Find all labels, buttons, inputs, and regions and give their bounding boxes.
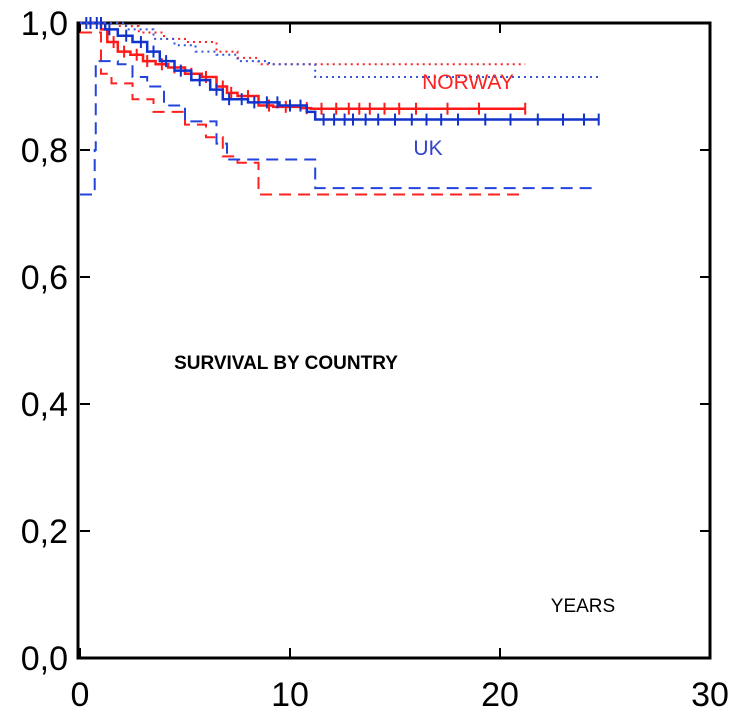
norway-label: NORWAY	[422, 71, 514, 94]
x-tick-label: 30	[691, 676, 729, 713]
uk-upper-line	[80, 22, 599, 78]
axis-ticks	[79, 22, 711, 659]
norway-estimate-line	[80, 21, 526, 110]
chart-title: SURVIVAL BY COUNTRY	[174, 353, 398, 374]
series-layer	[80, 17, 600, 196]
y-tick-label: 1,0	[21, 5, 68, 43]
y-tick-label: 0,0	[21, 640, 68, 678]
plot-area-frame	[76, 21, 712, 660]
x-axis-label: YEARS	[551, 596, 615, 617]
y-tick-label: 0,4	[21, 386, 68, 424]
uk-lower-line	[80, 60, 599, 196]
uk-estimate-line	[80, 21, 599, 121]
x-tick-label: 20	[481, 676, 519, 713]
uk-label: UK	[413, 137, 442, 160]
y-tick-label: 0,6	[21, 259, 68, 297]
y-tick-label: 0,2	[21, 513, 68, 551]
x-tick-label: 0	[71, 676, 90, 713]
y-tick-labels: 0,0 0,2 0,4 0,6 0,8 1,0	[21, 5, 68, 678]
x-tick-labels: 0 10 20 30	[71, 676, 729, 713]
y-tick-label: 0,8	[21, 132, 68, 170]
x-tick-label: 10	[271, 676, 309, 713]
norway-upper-line	[80, 22, 526, 66]
